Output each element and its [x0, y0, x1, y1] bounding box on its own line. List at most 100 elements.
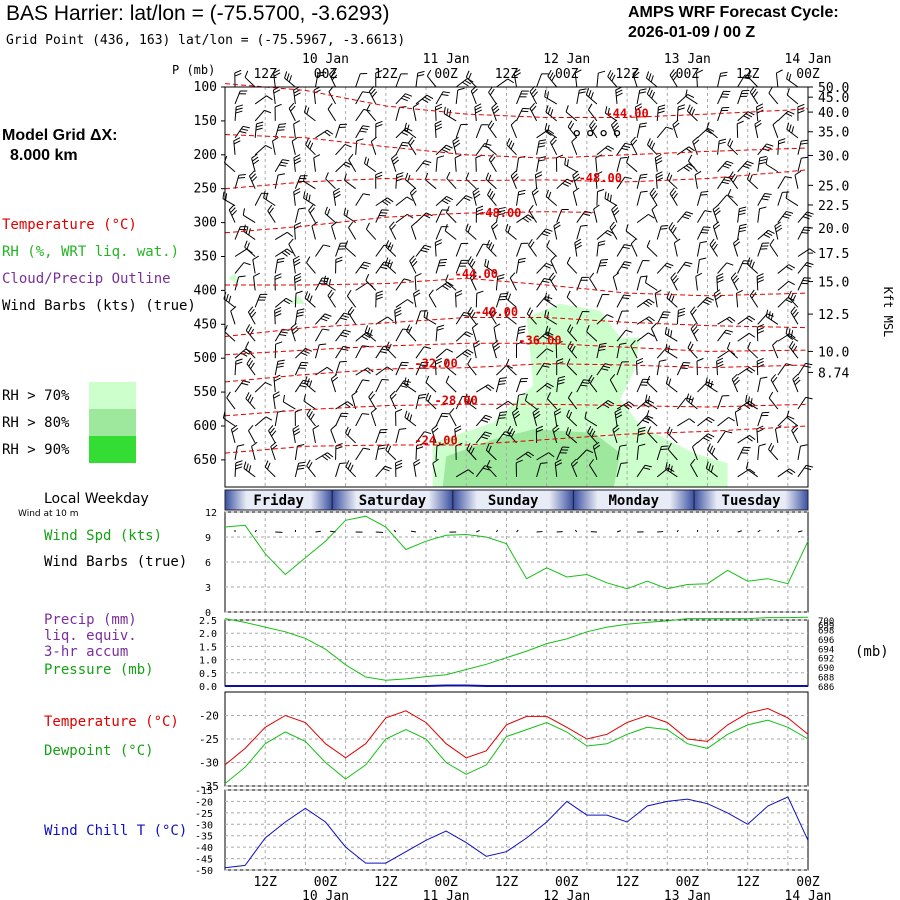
- wind-barb-flag: [792, 309, 798, 316]
- wind-barb: [696, 226, 704, 240]
- wind-barb-flag: [474, 103, 482, 108]
- wind-barb-flag: [745, 394, 748, 403]
- wind-barb-flag: [792, 427, 799, 434]
- wind-barb-flag: [690, 323, 697, 330]
- wind-barb-flag: [550, 275, 556, 282]
- wind-barb: [596, 230, 608, 240]
- wind-barb-flag: [552, 424, 559, 430]
- wind-barb-flag: [245, 341, 250, 349]
- wind-barb-flag: [635, 106, 643, 111]
- wind-barb: [609, 379, 618, 393]
- wind-barb-flag: [406, 324, 411, 332]
- wind-barb: [516, 191, 520, 206]
- wind-barb: [733, 242, 739, 257]
- wind-barb-flag: [476, 290, 484, 294]
- wind-barb-flag: [765, 157, 768, 165]
- wind-barb-flag: [444, 359, 448, 367]
- wind-barb-flag: [554, 408, 561, 413]
- wind-barb: [616, 143, 626, 156]
- wind-barb-flag: [396, 175, 404, 179]
- wind-barb: [510, 124, 517, 139]
- legend-temperature: Temperature (°C): [2, 217, 137, 233]
- wind-barb-flag: [730, 272, 737, 279]
- wind-tick-label: 3: [205, 583, 211, 594]
- wind-barb: [596, 259, 602, 274]
- precip-liq-label: liq. equiv.: [44, 628, 137, 644]
- wind-barb-flag: [786, 122, 790, 130]
- wind-barb-flag: [378, 444, 386, 447]
- wind-barb-flag: [746, 172, 751, 180]
- wind-barb-flag: [746, 160, 754, 165]
- wind-barb-flag: [646, 318, 653, 323]
- wind-barb-flag: [638, 429, 646, 433]
- wind-barb-flag: [324, 453, 331, 459]
- wind-barb-flag: [692, 136, 699, 143]
- wind-barb-flag: [381, 378, 389, 381]
- wind-barb-flag: [465, 70, 470, 78]
- precip-tick-label: 1.0: [199, 656, 217, 667]
- wind-barb-flag: [535, 174, 543, 179]
- wind-barb: [777, 297, 789, 308]
- wind-barb: [251, 446, 256, 461]
- wind-barb-flag: [716, 360, 724, 365]
- wind-barb: [423, 316, 437, 325]
- wind-barb-flag: [453, 139, 460, 145]
- wind-barb-flag: [685, 261, 693, 265]
- wind-barb-flag: [544, 292, 547, 300]
- wind-barb: [405, 179, 417, 190]
- temperature-line: [224, 707, 809, 766]
- wind-barb: [242, 214, 256, 224]
- wind-barb-flag: [497, 274, 505, 277]
- wind-barb: [395, 429, 400, 444]
- wind-barb-flag: [651, 190, 657, 197]
- wind-barb: [574, 242, 578, 257]
- wind-barb-flag: [303, 394, 307, 402]
- surface-wind-barb: [717, 529, 719, 533]
- wind-barb-flag: [285, 297, 293, 303]
- wind-barb-flag: [768, 442, 773, 450]
- wind-barb-flag: [265, 144, 273, 150]
- pressure-tick-label: 688: [818, 674, 834, 684]
- wind-barb-flag: [748, 332, 756, 338]
- chill-tick-label: -30: [195, 820, 213, 831]
- chill-tick-label: -45: [195, 855, 213, 866]
- wind-barb: [409, 260, 417, 274]
- surface-wind-barb: [676, 529, 679, 533]
- wind-barb-flag: [276, 260, 285, 264]
- wind-barb-flag: [625, 224, 629, 232]
- wind-barb: [677, 146, 690, 156]
- wind-barb-flag: [512, 407, 519, 413]
- wind-barb-flag: [467, 469, 475, 475]
- wind-barb: [230, 429, 236, 444]
- wind-barb-flag: [466, 349, 474, 354]
- wind-barb-flag: [705, 435, 713, 440]
- wind-barb: [355, 261, 365, 274]
- wind-barb: [737, 225, 741, 240]
- wind-barb: [770, 379, 779, 393]
- wind-barb: [589, 278, 598, 291]
- wind-barb: [313, 157, 316, 172]
- wind-barb: [304, 297, 316, 308]
- wind-barb: [404, 383, 417, 393]
- wind-barb-flag: [305, 192, 309, 200]
- wind-barb: [785, 197, 799, 207]
- wind-barb-flag: [666, 347, 674, 351]
- wind-barb-flag: [671, 275, 678, 282]
- wind-barb: [706, 468, 718, 478]
- wind-barb: [425, 179, 437, 190]
- wind-barb: [737, 74, 746, 88]
- wind-barb-flag: [435, 360, 443, 365]
- wind-barb-flag: [646, 410, 650, 418]
- wind-barb-flag: [792, 295, 797, 302]
- wind-barb: [797, 262, 808, 274]
- wind-barb-flag: [793, 311, 799, 318]
- wind-barb-flag: [323, 244, 331, 247]
- wind-barb-flag: [708, 463, 712, 471]
- wind-barb: [455, 243, 462, 257]
- wind-barb-flag: [264, 460, 269, 468]
- wind-barb: [737, 332, 750, 342]
- wind-barb-flag: [435, 239, 442, 243]
- wind-barb: [645, 400, 658, 410]
- wind-barb-flag: [600, 259, 609, 261]
- wind-barb-flag: [763, 195, 771, 198]
